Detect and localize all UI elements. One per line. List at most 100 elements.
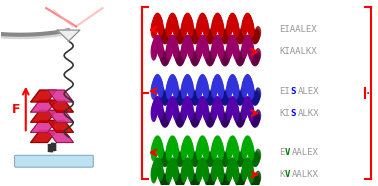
Ellipse shape [225, 113, 229, 124]
Ellipse shape [151, 144, 156, 161]
Ellipse shape [225, 27, 230, 39]
Ellipse shape [187, 37, 192, 54]
Ellipse shape [227, 142, 232, 159]
Ellipse shape [197, 141, 202, 157]
Ellipse shape [246, 159, 251, 176]
Ellipse shape [216, 98, 221, 114]
Ellipse shape [173, 103, 178, 119]
Polygon shape [31, 131, 57, 142]
Ellipse shape [175, 152, 180, 164]
Ellipse shape [216, 76, 221, 92]
Ellipse shape [220, 50, 225, 62]
Ellipse shape [222, 115, 226, 126]
Ellipse shape [233, 163, 238, 180]
Ellipse shape [211, 170, 216, 181]
Ellipse shape [254, 175, 259, 186]
Ellipse shape [232, 16, 237, 33]
Ellipse shape [246, 14, 251, 30]
Ellipse shape [237, 177, 242, 186]
Ellipse shape [212, 42, 217, 59]
Ellipse shape [160, 171, 164, 183]
Ellipse shape [184, 98, 189, 114]
Ellipse shape [189, 47, 194, 58]
Ellipse shape [212, 79, 217, 95]
Ellipse shape [220, 111, 225, 123]
Ellipse shape [200, 35, 204, 52]
Ellipse shape [174, 86, 179, 97]
Ellipse shape [191, 91, 195, 102]
Ellipse shape [207, 155, 212, 166]
Ellipse shape [182, 40, 187, 57]
Ellipse shape [243, 39, 248, 55]
Ellipse shape [188, 81, 193, 98]
Ellipse shape [230, 97, 235, 113]
Ellipse shape [176, 92, 181, 104]
Ellipse shape [227, 42, 232, 58]
Ellipse shape [154, 97, 159, 113]
Ellipse shape [193, 177, 198, 186]
Ellipse shape [175, 150, 180, 161]
Ellipse shape [256, 149, 260, 161]
Ellipse shape [188, 165, 193, 181]
Ellipse shape [238, 54, 243, 65]
Ellipse shape [153, 37, 158, 53]
Ellipse shape [182, 102, 187, 118]
Ellipse shape [182, 141, 187, 158]
Ellipse shape [194, 154, 198, 166]
Ellipse shape [197, 79, 202, 96]
Ellipse shape [199, 76, 204, 92]
Ellipse shape [213, 16, 218, 32]
Ellipse shape [215, 13, 220, 30]
Ellipse shape [154, 158, 159, 175]
Ellipse shape [234, 82, 239, 99]
Ellipse shape [234, 48, 239, 60]
Ellipse shape [252, 177, 257, 186]
Ellipse shape [253, 54, 257, 66]
Ellipse shape [231, 137, 236, 154]
Ellipse shape [153, 100, 158, 116]
Ellipse shape [223, 116, 228, 127]
Ellipse shape [198, 77, 203, 94]
Ellipse shape [180, 173, 185, 185]
Ellipse shape [153, 98, 158, 115]
Ellipse shape [218, 141, 223, 157]
Ellipse shape [237, 54, 242, 65]
Ellipse shape [156, 98, 161, 115]
Ellipse shape [248, 102, 253, 119]
Ellipse shape [222, 177, 227, 186]
Ellipse shape [187, 99, 192, 115]
Ellipse shape [218, 82, 223, 98]
Ellipse shape [172, 37, 177, 54]
Ellipse shape [211, 25, 216, 37]
Ellipse shape [153, 39, 158, 55]
Ellipse shape [191, 113, 195, 124]
Ellipse shape [178, 155, 183, 166]
Ellipse shape [228, 160, 233, 177]
Ellipse shape [153, 160, 158, 176]
Ellipse shape [160, 27, 164, 38]
Ellipse shape [218, 163, 223, 179]
Ellipse shape [161, 176, 166, 186]
Ellipse shape [229, 14, 234, 31]
Ellipse shape [152, 80, 157, 97]
Ellipse shape [162, 155, 167, 166]
Ellipse shape [199, 36, 204, 53]
Ellipse shape [191, 52, 195, 63]
Ellipse shape [254, 53, 259, 64]
Ellipse shape [192, 116, 197, 127]
Ellipse shape [163, 116, 167, 127]
Ellipse shape [249, 166, 254, 183]
Ellipse shape [237, 32, 242, 43]
Ellipse shape [247, 17, 252, 33]
Ellipse shape [188, 143, 193, 159]
Ellipse shape [225, 29, 229, 41]
Ellipse shape [192, 54, 197, 66]
Ellipse shape [169, 158, 174, 175]
Ellipse shape [212, 18, 217, 34]
Ellipse shape [208, 94, 213, 105]
Ellipse shape [253, 116, 257, 127]
Ellipse shape [174, 25, 179, 36]
Ellipse shape [219, 87, 224, 99]
Ellipse shape [251, 92, 256, 104]
Ellipse shape [251, 31, 256, 42]
